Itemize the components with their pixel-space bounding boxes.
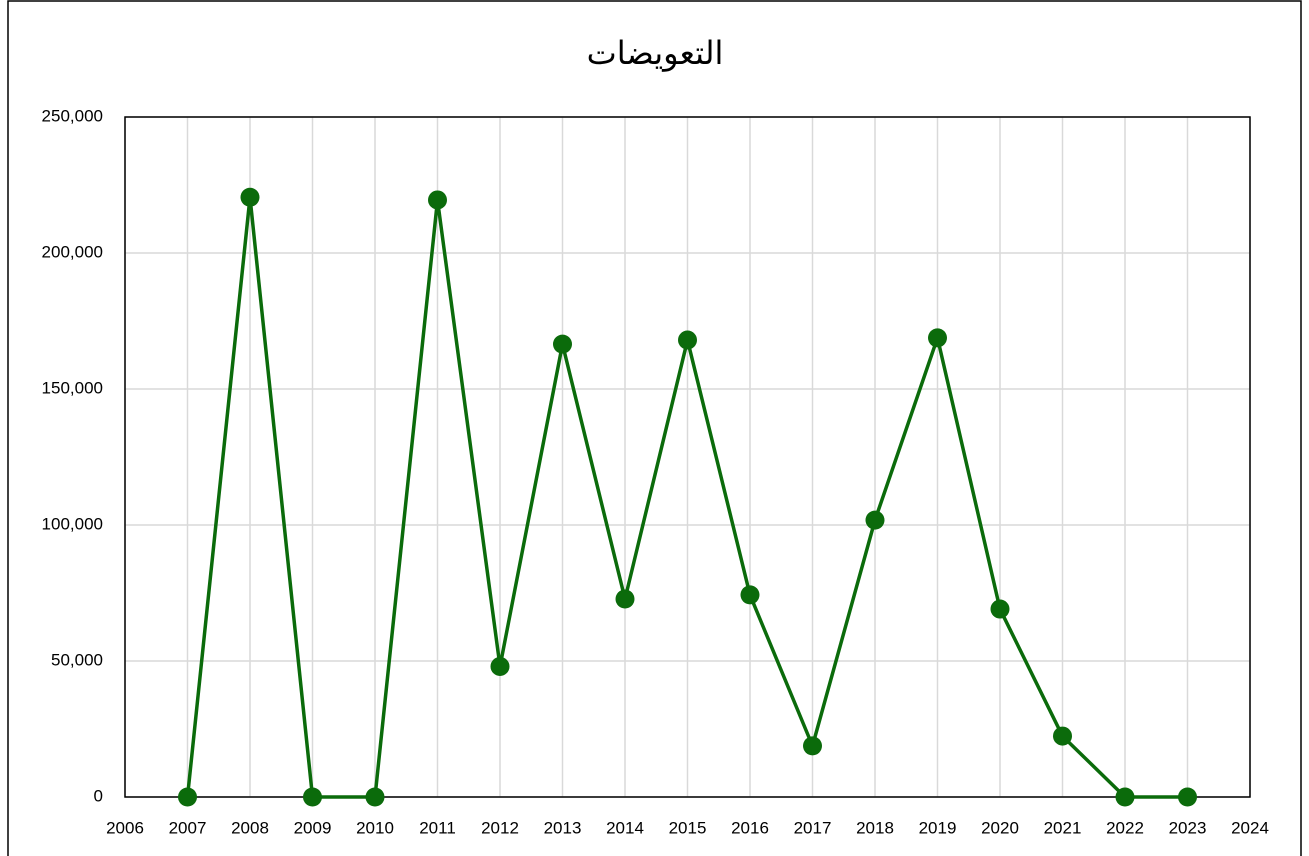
x-tick-label: 2018	[856, 818, 894, 837]
y-tick-label: 0	[94, 786, 103, 805]
point	[1178, 787, 1197, 807]
x-tick-label: 2024	[1231, 818, 1269, 837]
x-tick-label: 2009	[294, 818, 332, 837]
y-tick-label: 50,000	[51, 650, 103, 669]
point	[490, 656, 510, 676]
point	[1115, 787, 1135, 807]
plot-frame	[124, 116, 1251, 798]
point	[178, 787, 197, 807]
point	[303, 787, 322, 807]
y-tick-label: 100,000	[42, 514, 103, 533]
x-tick-label: 2006	[106, 818, 144, 837]
y-tick-label: 150,000	[42, 378, 103, 397]
x-tick-label: 2007	[169, 818, 207, 837]
point	[615, 589, 635, 609]
x-tick-label: 2020	[981, 818, 1019, 837]
x-tick-label: 2013	[544, 818, 582, 837]
point	[678, 330, 697, 350]
point	[865, 510, 885, 530]
x-tick-label: 2008	[231, 818, 269, 837]
point	[803, 736, 822, 756]
chart-title: التعويضات	[587, 34, 724, 72]
x-tick-label: 2023	[1169, 818, 1207, 837]
chart-frame	[7, 0, 1302, 856]
x-tick-label: 2016	[731, 818, 769, 837]
x-tick-label: 2011	[419, 818, 456, 837]
point	[928, 328, 947, 348]
x-tick-label: 2022	[1106, 818, 1144, 837]
y-tick-label: 250,000	[42, 106, 103, 125]
x-tick-label: 2015	[669, 818, 707, 837]
x-tick-label: 2021	[1044, 818, 1082, 837]
point	[428, 190, 447, 210]
y-tick-label: 200,000	[42, 242, 103, 261]
x-tick-label: 2014	[606, 818, 644, 837]
point	[990, 599, 1010, 619]
point	[365, 787, 385, 807]
x-tick-label: 2017	[794, 818, 832, 837]
point	[1053, 726, 1072, 746]
x-tick-label: 2012	[481, 818, 519, 837]
point	[740, 585, 760, 605]
x-tick-label: 2010	[356, 818, 394, 837]
point	[553, 334, 572, 354]
x-tick-label: 2019	[919, 818, 957, 837]
point	[240, 187, 260, 207]
